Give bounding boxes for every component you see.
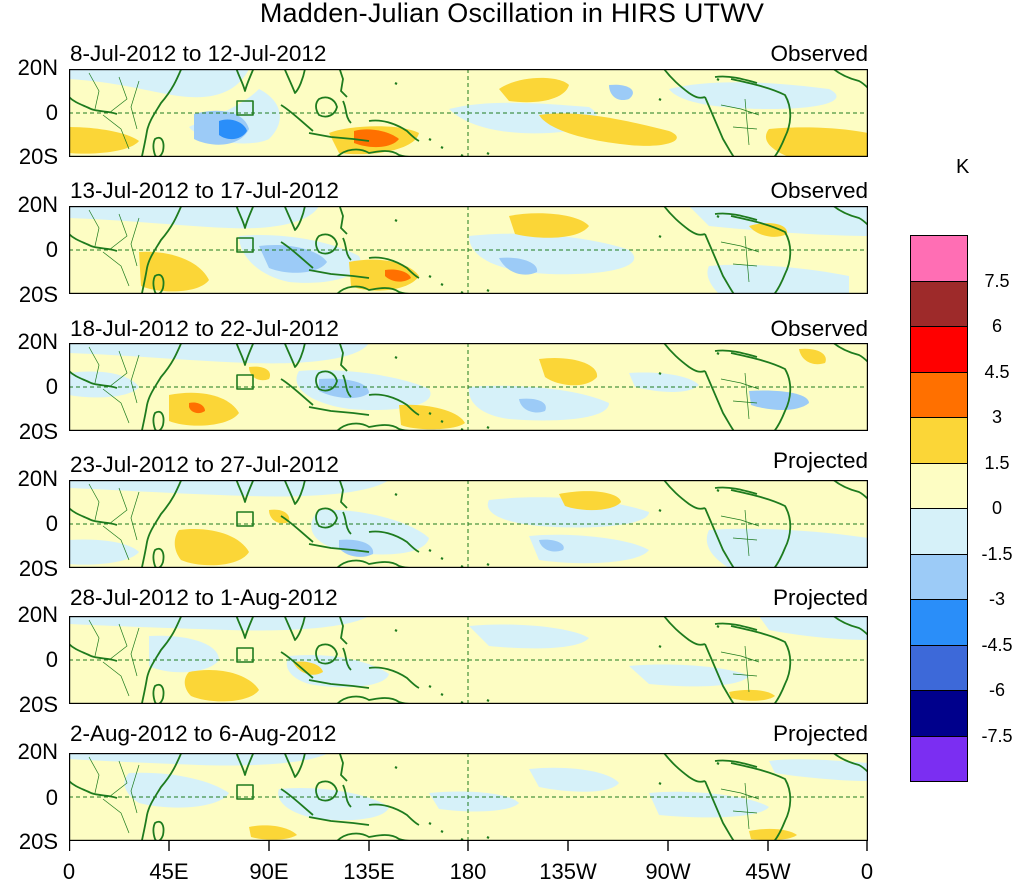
- panel-2-map: [69, 206, 868, 294]
- colorbar-label: -4.5: [981, 634, 1013, 655]
- colorbar-swatch: [910, 280, 968, 327]
- panel-4-label: Projected: [772, 448, 868, 473]
- colorbar-label: -6: [988, 680, 1005, 700]
- panel-3-ytick-20s: 20S: [18, 419, 58, 444]
- colorbar-unit: K: [956, 156, 970, 178]
- colorbar-swatch: [910, 735, 968, 782]
- colorbar-swatch: [910, 553, 968, 600]
- colorbar-swatch: [910, 417, 968, 464]
- panel-4-map: [69, 480, 868, 568]
- colorbar-label: 4.5: [984, 361, 1010, 382]
- panel-5-map: [69, 616, 868, 704]
- xtick-0-right: 0: [860, 859, 874, 884]
- panel-5-ytick-0: 0: [45, 647, 58, 672]
- figure-title: Madden-Julian Oscillation in HIRS UTWV: [259, 0, 765, 28]
- colorbar-label: 6: [991, 316, 1002, 336]
- colorbar-swatch: [910, 371, 968, 418]
- panel-4-ytick-20s: 20S: [18, 556, 58, 581]
- panel-1-neg-region: [69, 69, 249, 98]
- xtick-180: 180: [449, 859, 487, 884]
- xtick-45e: 45E: [149, 859, 189, 884]
- panel-2-ytick-20n: 20N: [17, 192, 58, 217]
- colorbar-swatch: [910, 235, 968, 282]
- panel-5-ytick-20n: 20N: [17, 602, 58, 627]
- colorbar-swatch: [910, 462, 968, 509]
- xtick-135e: 135E: [343, 859, 395, 884]
- colorbar-label: 1.5: [984, 452, 1010, 473]
- panel-3-label: Observed: [770, 316, 868, 341]
- panel-4-ytick-20n: 20N: [17, 466, 58, 491]
- panel-1-label: Observed: [770, 41, 868, 66]
- xtick-90w: 90W: [645, 859, 691, 884]
- colorbar-label: 3: [991, 407, 1002, 427]
- panel-5-date: 28-Jul-2012 to 1-Aug-2012: [70, 585, 338, 610]
- panel-6-date: 2-Aug-2012 to 6-Aug-2012: [70, 721, 337, 746]
- panel-1-pos-region: [499, 77, 569, 103]
- colorbar-swatch: [910, 508, 968, 555]
- x-axis-ticks: [69, 841, 868, 851]
- panel-3-date: 18-Jul-2012 to 22-Jul-2012: [70, 316, 339, 341]
- panel-6-ytick-20n: 20N: [17, 739, 58, 764]
- panel-1-ytick-20n: 20N: [17, 55, 58, 80]
- colorbar-swatch: [910, 690, 968, 737]
- panel-5-label: Projected: [772, 585, 868, 610]
- panel-3-ytick-0: 0: [45, 374, 58, 399]
- panel-2-ytick-0: 0: [45, 237, 58, 262]
- panel-1-ytick-20s: 20S: [18, 144, 58, 169]
- panel-3-map: [69, 343, 868, 431]
- colorbar-label: 0: [991, 498, 1002, 518]
- panel-3-ytick-20n: 20N: [17, 329, 58, 354]
- colorbar-label: 7.5: [984, 270, 1010, 291]
- panel-6-ytick-0: 0: [45, 785, 58, 810]
- colorbar-swatch: [910, 599, 968, 646]
- panel-6-map: [69, 753, 868, 841]
- xtick-0-left: 0: [62, 859, 76, 884]
- colorbar-label: -7.5: [981, 725, 1013, 746]
- panel-6-ytick-20s: 20S: [18, 829, 58, 854]
- panel-6-label: Projected: [772, 721, 868, 746]
- xtick-45w: 45W: [745, 859, 791, 884]
- panel-1-date: 8-Jul-2012 to 12-Jul-2012: [70, 41, 327, 66]
- colorbar-swatch: [910, 644, 968, 691]
- panel-2-label: Observed: [770, 178, 868, 203]
- xtick-135w: 135W: [539, 859, 597, 884]
- panel-4-date: 23-Jul-2012 to 27-Jul-2012: [70, 452, 339, 477]
- colorbar-label: -1.5: [981, 543, 1013, 564]
- panel-1-ytick-0: 0: [45, 100, 58, 125]
- colorbar-label: -3: [988, 589, 1005, 609]
- panel-2-ytick-20s: 20S: [18, 282, 58, 307]
- colorbar-swatch: [910, 326, 968, 373]
- panel-4-ytick-0: 0: [45, 511, 58, 536]
- xtick-90e: 90E: [249, 859, 289, 884]
- panel-1-map: [69, 69, 868, 157]
- panel-2-date: 13-Jul-2012 to 17-Jul-2012: [70, 178, 339, 203]
- panel-5-ytick-20s: 20S: [18, 692, 58, 717]
